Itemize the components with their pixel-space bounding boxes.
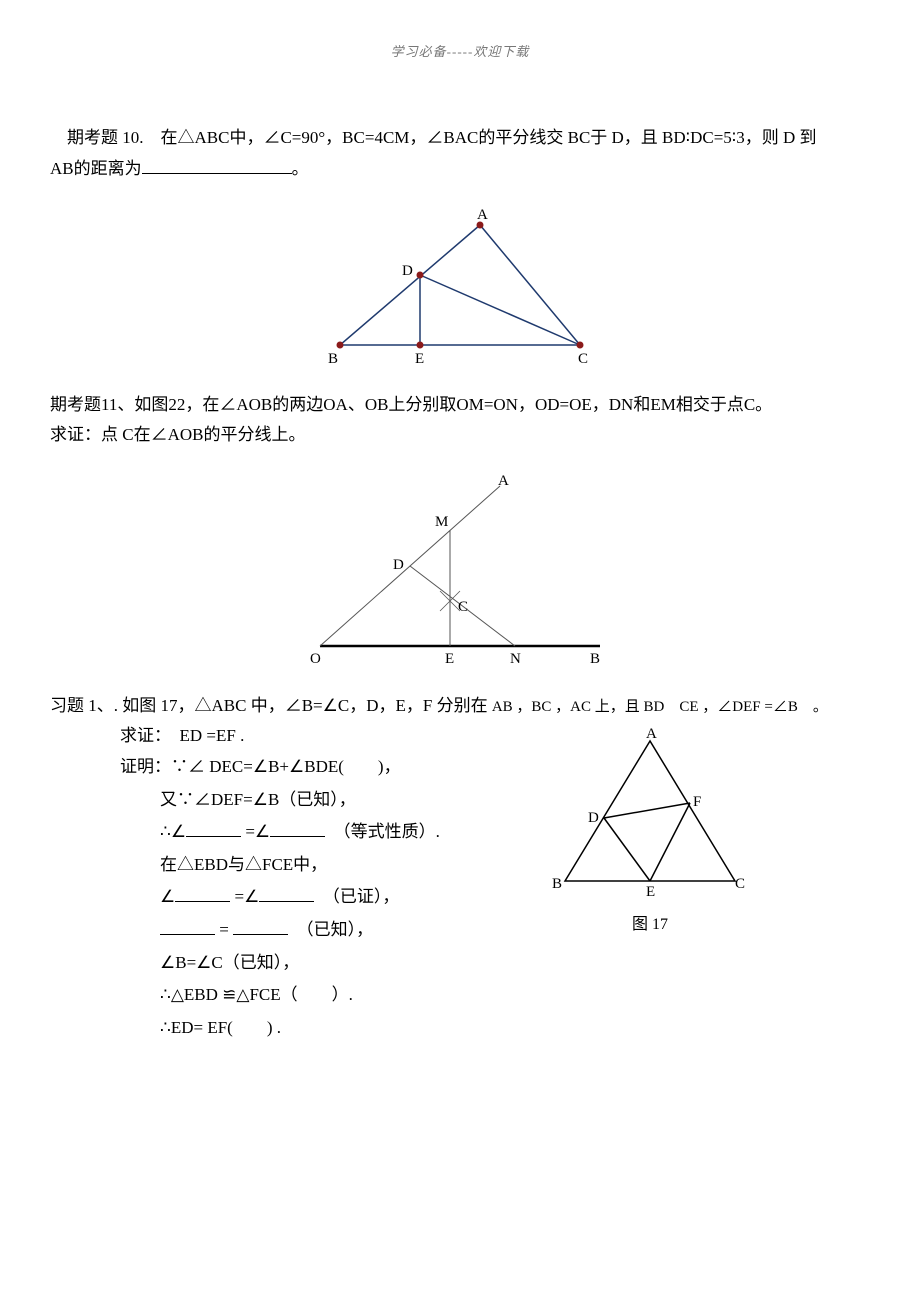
blank: [233, 917, 288, 935]
fig17-label-f: F: [693, 794, 701, 810]
figure-10: A B C D E: [310, 205, 610, 370]
fig10-label-a: A: [477, 207, 488, 223]
p10-line2: AB的距离为。: [50, 154, 870, 185]
figure-17: A B C D E F: [550, 726, 750, 896]
fig10-label-c: C: [578, 351, 588, 367]
figure-17-container: A B C D E F 图 17: [550, 726, 750, 939]
p11-line1: 期考题11、如图22，在∠AOB的两边OA、OB上分别取OM=ON，OD=OE，…: [50, 390, 870, 421]
fig17-label-a: A: [646, 726, 657, 742]
blank: [160, 917, 215, 935]
blank: [175, 884, 230, 902]
p11-line2: 求证：点 C在∠AOB的平分线上。: [50, 420, 870, 451]
fig10-label-e: E: [415, 351, 424, 367]
problem-11: 期考题11、如图22，在∠AOB的两边OA、OB上分别取OM=ON，OD=OE，…: [50, 390, 870, 451]
fig11-label-o: O: [310, 651, 321, 667]
blank-answer: [142, 156, 292, 174]
fig11-label-n: N: [510, 651, 521, 667]
fig17-label-d: D: [588, 810, 599, 826]
exercise-1: 习题 1、. 如图 17，△ABC 中，∠B=∠C，D，E，F 分别在 AB ，…: [50, 691, 870, 1046]
blank: [186, 819, 241, 837]
fig11-label-e: E: [445, 651, 454, 667]
blank: [259, 884, 314, 902]
fig11-label-d: D: [393, 557, 404, 573]
fig11-label-b: B: [590, 651, 600, 667]
p10-line1: 期考题 10. 在△ABC中，∠C=90°，BC=4CM，∠BAC的平分线交 B…: [50, 123, 870, 154]
figure-11: O A B M N D E C: [300, 471, 620, 671]
problem-10: 期考题 10. 在△ABC中，∠C=90°，BC=4CM，∠BAC的平分线交 B…: [50, 123, 870, 184]
page-header: 学习必备-----欢迎下载: [50, 40, 870, 63]
ex1-title: 习题 1、. 如图 17，△ABC 中，∠B=∠C，D，E，F 分别在 AB ，…: [50, 691, 870, 722]
fig10-label-b: B: [328, 351, 338, 367]
fig17-label-c: C: [735, 876, 745, 892]
blank: [270, 819, 325, 837]
fig17-caption: 图 17: [550, 911, 750, 940]
page: 学习必备-----欢迎下载 期考题 10. 在△ABC中，∠C=90°，BC=4…: [0, 0, 920, 1302]
fig17-label-e: E: [646, 884, 655, 896]
fig11-label-a: A: [498, 473, 509, 489]
fig11-label-c: C: [458, 599, 468, 615]
fig17-label-b: B: [552, 876, 562, 892]
fig10-label-d: D: [402, 263, 413, 279]
fig11-label-m: M: [435, 514, 448, 530]
proof-label: 证明：: [120, 757, 171, 776]
